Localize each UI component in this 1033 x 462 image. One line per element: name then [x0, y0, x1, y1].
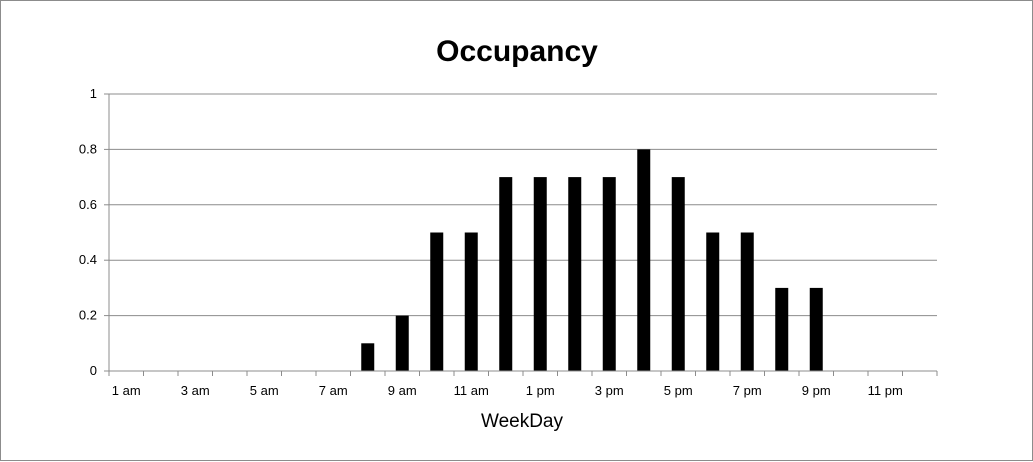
y-tick-label: 0.4 — [79, 252, 97, 267]
bar — [706, 232, 720, 371]
chart-title: Occupancy — [436, 35, 598, 68]
y-tick-label: 0.6 — [79, 197, 97, 212]
x-tick-label: 11 pm — [868, 383, 903, 398]
bar — [671, 177, 685, 371]
y-tick-label: 1 — [90, 86, 97, 101]
x-tick-label: 1 am — [112, 383, 141, 398]
bar — [602, 177, 616, 371]
bar — [568, 177, 582, 371]
y-tick-label: 0.2 — [79, 308, 97, 323]
y-tick-labels: 0 0.2 0.4 0.6 0.8 1 — [79, 86, 97, 378]
x-tick-labels: 1 am 3 am 5 am 7 am 9 am 11 am 1 pm 3 pm 5 pm 7 p… — [112, 383, 903, 398]
gridlines — [109, 93, 937, 317]
bar — [740, 232, 754, 371]
bar — [637, 149, 651, 371]
bar — [430, 232, 444, 371]
x-tick-label: 1 pm — [526, 383, 555, 398]
x-tick-label: 5 am — [250, 383, 279, 398]
x-tick-label: 3 am — [181, 383, 210, 398]
bars — [361, 149, 823, 371]
x-tick-label: 9 am — [388, 383, 417, 398]
bar — [499, 177, 513, 371]
x-tick-label: 9 pm — [802, 383, 831, 398]
bar — [533, 177, 547, 371]
y-tick-label: 0.8 — [79, 141, 97, 156]
y-tick-label: 0 — [90, 363, 97, 378]
x-tick-label: 7 am — [319, 383, 348, 398]
x-tick-label: 3 pm — [595, 383, 624, 398]
axes — [104, 93, 938, 376]
bar — [775, 287, 789, 371]
bar — [464, 232, 478, 371]
x-tick-label: 5 pm — [664, 383, 693, 398]
x-tick-label: 11 am — [454, 383, 489, 398]
bar — [361, 343, 375, 371]
x-tick-label: 7 pm — [733, 383, 762, 398]
x-axis-label: WeekDay — [481, 411, 564, 432]
bar — [395, 315, 409, 371]
bar — [809, 287, 823, 371]
